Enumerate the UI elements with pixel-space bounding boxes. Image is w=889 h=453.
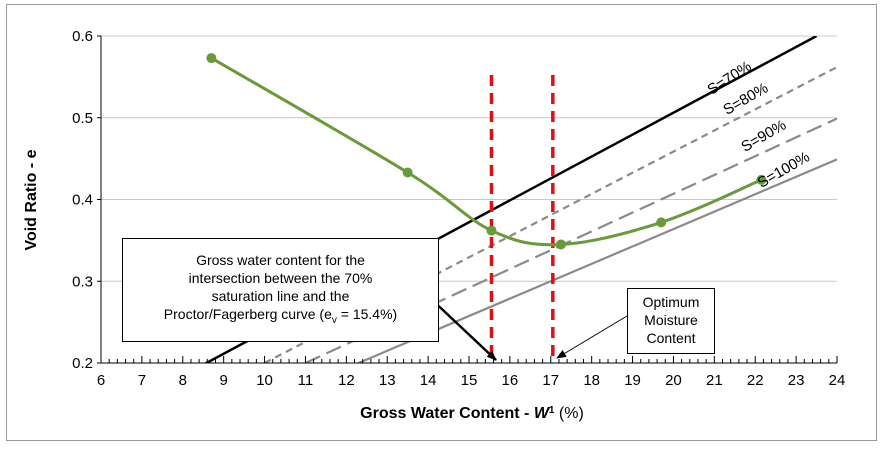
y-tick-label-0.4: 0.4	[72, 192, 93, 209]
annotation-arrows	[427, 295, 628, 361]
x-axis-label: Gross Water Content - W1 (%)	[360, 405, 584, 423]
x-tick-label-17: 17	[542, 372, 559, 389]
x-tick-label-21: 21	[706, 372, 723, 389]
y-tick-label-0.3: 0.3	[72, 273, 93, 290]
annotation-line: saturation line and the	[211, 288, 350, 304]
annotation-line: Moisture	[644, 312, 698, 328]
x-tick-label-7: 7	[138, 372, 146, 389]
x-tick-label-13: 13	[379, 372, 396, 389]
proctor-point-0	[206, 53, 217, 64]
x-tick-label-11: 11	[298, 372, 314, 389]
y-tick-label-0.6: 0.6	[72, 28, 93, 45]
x-tick-label-8: 8	[179, 372, 187, 389]
proctor-point-4	[656, 217, 667, 228]
x-tick-label-10: 10	[256, 372, 273, 389]
saturation-label-100: S=100%	[755, 148, 813, 191]
proctor-point-3	[556, 239, 566, 250]
x-tick-label-18: 18	[583, 372, 600, 389]
x-tick-label-16: 16	[502, 372, 519, 389]
proctor-point-2	[486, 225, 497, 236]
axes	[97, 35, 838, 364]
x-tick-label-14: 14	[420, 372, 437, 389]
x-tick-label-24: 24	[829, 372, 846, 389]
annotation-intersection: Gross water content for the intersection…	[122, 238, 439, 342]
proctor-curve-line	[210, 56, 762, 247]
tick-labels: 6 7 8 9 10 11 12 13 14 15 16 17 18 19 20 21 22 23 24 0.2 0.3…	[72, 28, 845, 389]
vertical-markers	[489, 75, 555, 363]
x-tick-label-15: 15	[461, 372, 478, 389]
y-tick-label-0.5: 0.5	[72, 110, 93, 127]
annotation-line: Proctor/Fagerberg curve (ev = 15.4%)	[163, 306, 398, 326]
proctor-point-5	[756, 174, 767, 185]
annotation-line: Content	[646, 330, 696, 346]
x-tick-label-19: 19	[624, 372, 641, 389]
proctor-curve	[206, 53, 767, 250]
arrow-intersection	[427, 295, 497, 361]
annotation-line: Gross water content for the	[196, 252, 365, 268]
x-tick-label-22: 22	[747, 372, 764, 389]
x-tick-label-6: 6	[97, 372, 105, 389]
x-tick-label-9: 9	[219, 372, 227, 389]
x-tick-label-20: 20	[665, 372, 682, 389]
saturation-label-90: S=90%	[738, 117, 789, 156]
annotation-line: intersection between the 70%	[188, 270, 373, 286]
annotation-optimum: Optimum Moisture Content	[627, 288, 715, 354]
x-tick-label-12: 12	[338, 372, 355, 389]
chart-frame	[6, 4, 877, 441]
y-axis-label: Void Ratio - e	[23, 149, 40, 250]
x-tick-label-23: 23	[788, 372, 805, 389]
y-tick-label-0.2: 0.2	[72, 355, 93, 372]
arrow-optimum	[556, 315, 628, 359]
proctor-point-1	[402, 167, 413, 178]
annotation-line: Optimum	[642, 294, 700, 310]
